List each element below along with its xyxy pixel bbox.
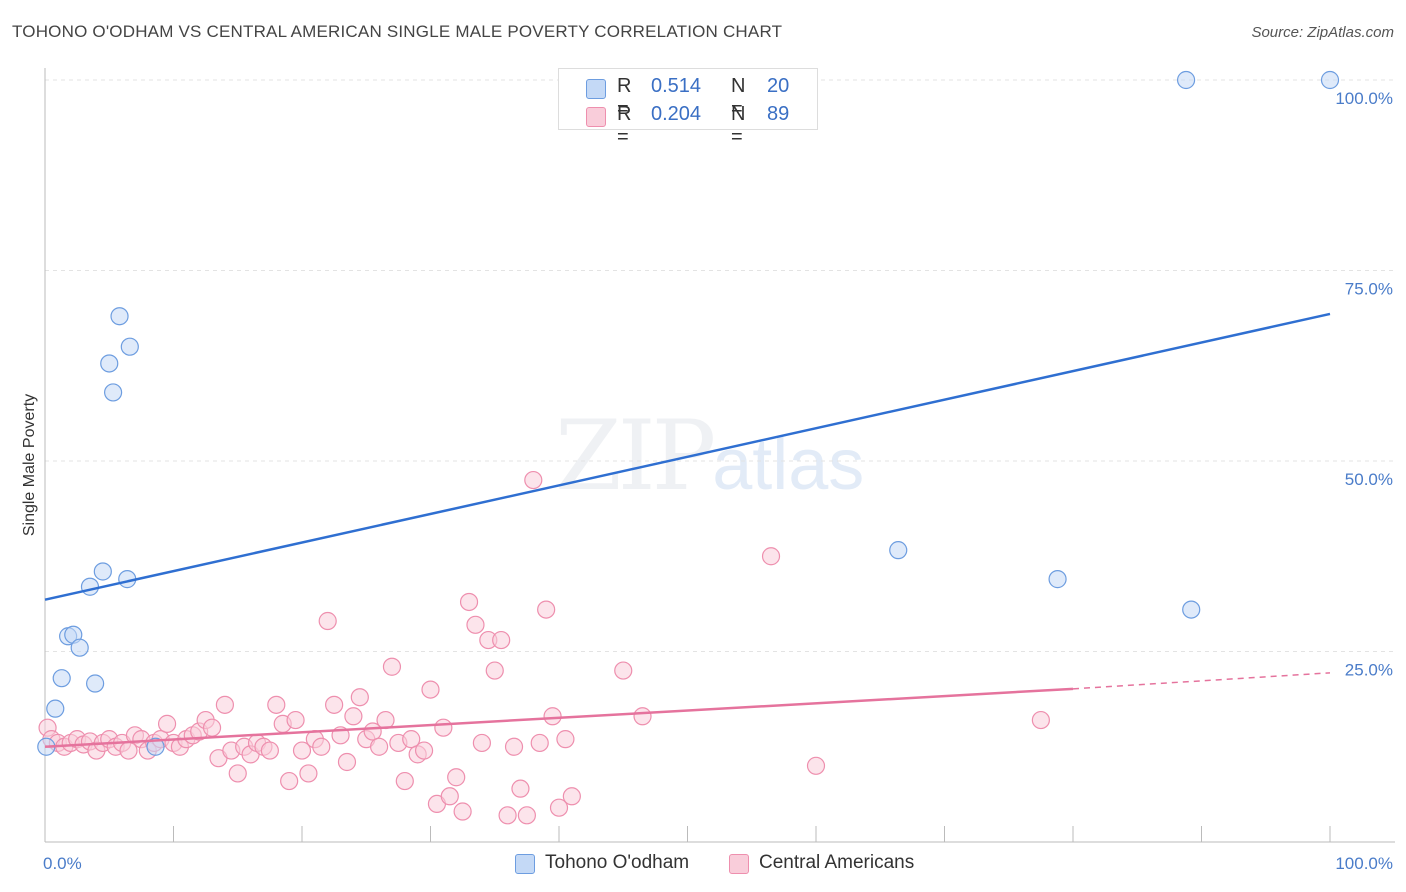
central-american-point <box>215 695 234 714</box>
bottom-legend-label-tohono: Tohono O'odham <box>545 852 690 873</box>
central-american-point <box>524 470 543 490</box>
central-american-point <box>761 547 781 566</box>
central-american-trendline <box>44 687 1074 748</box>
central-american-point <box>1031 710 1050 730</box>
legend-n-label: N = <box>731 75 746 120</box>
tohono-point <box>100 354 119 373</box>
tohono-point <box>1048 570 1067 589</box>
central-american-point <box>517 806 536 825</box>
central-american-point <box>556 730 575 749</box>
central-american-point <box>806 756 826 775</box>
legend-r-label: R = <box>617 103 632 148</box>
bottom-legend-swatch-tohono <box>515 854 535 874</box>
tohono-point <box>1320 70 1340 90</box>
tohono-point <box>120 337 139 356</box>
central-american-point <box>511 779 530 798</box>
central-american-point <box>292 741 312 760</box>
y-tick-label: 100.0% <box>1335 89 1393 108</box>
central-american-point <box>459 592 479 612</box>
central-american-trendline-extension <box>1072 672 1331 690</box>
central-american-point <box>414 741 434 760</box>
central-american-point <box>337 752 357 772</box>
tohono-point <box>93 562 112 581</box>
central-american-point <box>421 680 440 699</box>
legend-swatch-tohono <box>586 79 606 99</box>
central-american-point <box>370 737 389 756</box>
tohono-point <box>70 638 89 657</box>
x-tick-label: 0.0% <box>43 854 82 873</box>
bottom-legend-label-central: Central Americans <box>759 852 915 873</box>
central-american-point <box>280 771 299 791</box>
chart-title: TOHONO O'ODHAM VS CENTRAL AMERICAN SINGL… <box>12 22 783 41</box>
central-american-point <box>549 798 569 817</box>
central-american-point <box>350 688 369 707</box>
bottom-legend-swatch-central <box>729 854 749 874</box>
tohono-point <box>46 699 65 718</box>
central-american-point <box>325 695 344 714</box>
y-tick-label: 75.0% <box>1345 280 1393 299</box>
tohono-point <box>104 383 123 402</box>
central-american-point <box>485 661 504 680</box>
central-american-point <box>453 802 472 821</box>
tohono-point <box>889 541 908 560</box>
tohono-point <box>52 669 71 688</box>
y-axis-label: Single Male Poverty <box>21 394 38 536</box>
central-american-point <box>504 737 524 756</box>
central-american-point <box>614 661 633 680</box>
legend-r-label: R = <box>617 75 632 120</box>
central-american-point <box>157 714 177 733</box>
tohono-point <box>1182 600 1201 619</box>
central-american-point <box>299 764 318 783</box>
tohono-point <box>1176 70 1196 90</box>
tohono-point <box>110 307 129 326</box>
central-american-point <box>382 657 402 676</box>
legend-n-value: 20 <box>767 75 790 97</box>
central-american-point <box>267 695 286 714</box>
central-american-point <box>537 600 556 619</box>
central-american-point <box>344 707 363 726</box>
central-american-point <box>318 611 337 631</box>
central-american-point <box>530 733 549 753</box>
central-american-point <box>402 730 421 749</box>
central-american-point <box>260 741 279 760</box>
y-tick-label: 25.0% <box>1345 661 1393 680</box>
legend-r-value: 0.514 <box>651 75 702 97</box>
chart-source: Source: ZipAtlas.com <box>1251 24 1394 41</box>
central-american-point <box>202 718 222 737</box>
tohono-point <box>86 674 105 693</box>
central-american-point <box>395 771 414 791</box>
legend: R = 0.514 N = 20 R = 0.204 N = 89 <box>558 68 818 148</box>
legend-r-value: 0.204 <box>651 103 702 125</box>
tohono-trendline <box>44 312 1331 601</box>
legend-n-value: 89 <box>767 103 790 125</box>
tohono-point <box>80 577 100 596</box>
central-american-point <box>286 710 305 730</box>
central-american-point <box>228 764 247 783</box>
central-american-point <box>492 630 511 650</box>
central-american-point <box>543 707 562 726</box>
y-tick-label: 50.0% <box>1345 470 1393 489</box>
legend-n-label: N = <box>731 103 746 148</box>
central-american-point <box>447 768 466 787</box>
tohono-point <box>146 737 165 756</box>
central-american-point <box>498 806 517 825</box>
central-american-point <box>466 615 485 634</box>
central-american-point <box>312 737 331 756</box>
central-american-point <box>562 787 581 806</box>
central-american-point <box>440 787 459 806</box>
x-tick-label: 100.0% <box>1335 854 1393 873</box>
central-american-point <box>434 718 453 737</box>
central-american-point <box>633 707 652 726</box>
central-american-point <box>472 733 491 753</box>
legend-swatch-central <box>586 107 606 127</box>
